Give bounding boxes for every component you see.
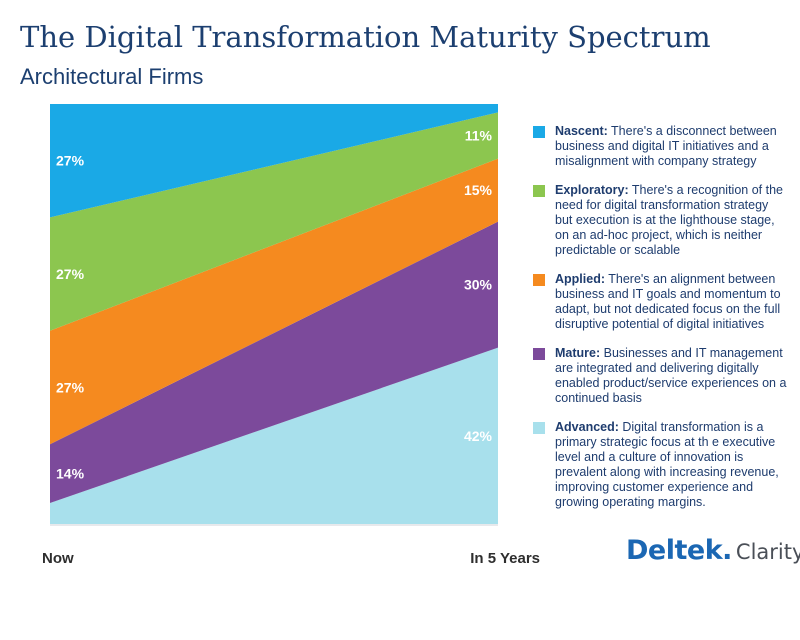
- brand-sub: Clarity: [735, 540, 800, 564]
- legend-item-advanced: Advanced: Digital transformation is a pr…: [533, 420, 788, 510]
- legend-description: There's an alignment between business an…: [555, 272, 781, 331]
- legend-item-nascent: Nascent: There's a disconnect between bu…: [533, 124, 788, 169]
- data-label-exploratory: 27%: [56, 266, 85, 282]
- legend-description: Digital transformation is a primary stra…: [555, 420, 779, 509]
- legend: Nascent: There's a disconnect between bu…: [533, 124, 788, 524]
- x-tick-label: In 5 Years: [470, 550, 540, 567]
- data-label-exploratory: 11%: [465, 128, 493, 144]
- area-nascent: [50, 104, 498, 218]
- area-applied: [50, 158, 498, 445]
- legend-swatch-advanced: [533, 422, 545, 434]
- brand-main: Deltek.: [626, 535, 732, 566]
- data-label-mature: 14%: [56, 466, 85, 482]
- legend-swatch-mature: [533, 348, 545, 360]
- legend-description: Businesses and IT management are integra…: [555, 346, 787, 405]
- legend-name: Nascent:: [555, 124, 608, 138]
- legend-swatch-nascent: [533, 126, 545, 138]
- legend-name: Applied:: [555, 272, 605, 286]
- legend-description: There's a disconnect between business an…: [555, 124, 777, 168]
- legend-item-exploratory: Exploratory: There's a recognition of th…: [533, 183, 788, 258]
- legend-swatch-applied: [533, 274, 545, 286]
- legend-name: Exploratory:: [555, 183, 629, 197]
- chart-subtitle: Architectural Firms: [20, 64, 204, 89]
- area-mature: [50, 221, 498, 503]
- legend-swatch-exploratory: [533, 185, 545, 197]
- data-label-nascent: 27%: [56, 153, 85, 169]
- legend-item-mature: Mature: Businesses and IT management are…: [533, 346, 788, 406]
- area-exploratory: [50, 112, 498, 331]
- x-tick-label: Now: [42, 550, 74, 567]
- deltek-clarity-logo: Deltek. Clarity: [626, 535, 800, 566]
- area-advanced: [50, 347, 498, 524]
- legend-name: Mature:: [555, 346, 601, 360]
- legend-description: There's a recognition of the need for di…: [555, 183, 783, 257]
- chart-title: The Digital Transformation Maturity Spec…: [20, 20, 711, 54]
- data-label-mature: 30%: [464, 277, 493, 293]
- data-label-applied: 27%: [56, 380, 85, 396]
- data-label-applied: 15%: [464, 182, 493, 198]
- data-label-advanced: 42%: [464, 428, 493, 444]
- legend-name: Advanced:: [555, 420, 619, 434]
- legend-item-applied: Applied: There's an alignment between bu…: [533, 272, 788, 332]
